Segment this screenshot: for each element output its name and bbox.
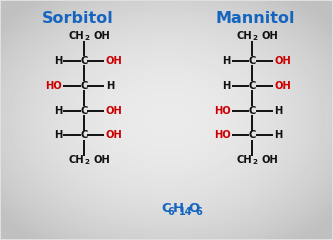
Text: H: H: [54, 56, 62, 66]
Text: 2: 2: [252, 35, 257, 41]
Text: OH: OH: [106, 130, 123, 140]
Text: 2: 2: [252, 159, 257, 165]
Text: C: C: [249, 81, 256, 91]
Text: 6: 6: [195, 207, 202, 217]
Text: 2: 2: [84, 35, 89, 41]
Text: CH: CH: [237, 31, 252, 41]
Text: HO: HO: [214, 130, 230, 140]
Text: H: H: [274, 106, 282, 115]
Text: OH: OH: [274, 56, 291, 66]
Text: OH: OH: [262, 155, 278, 165]
Text: H: H: [54, 106, 62, 115]
Text: OH: OH: [106, 106, 123, 115]
Text: CH: CH: [68, 155, 84, 165]
Text: H: H: [106, 81, 114, 91]
Text: HO: HO: [214, 106, 230, 115]
Text: OH: OH: [262, 31, 278, 41]
Text: CH: CH: [237, 155, 252, 165]
Text: OH: OH: [106, 56, 123, 66]
Text: C: C: [80, 130, 88, 140]
Text: C: C: [249, 130, 256, 140]
Text: Sorbitol: Sorbitol: [42, 11, 113, 26]
Text: HO: HO: [45, 81, 62, 91]
Text: 2: 2: [84, 159, 89, 165]
Text: Mannitol: Mannitol: [216, 11, 295, 26]
Text: H: H: [222, 81, 230, 91]
Text: H: H: [172, 203, 183, 216]
Text: C: C: [249, 106, 256, 115]
Text: OH: OH: [274, 81, 291, 91]
Text: H: H: [274, 130, 282, 140]
Text: C: C: [80, 106, 88, 115]
Text: C: C: [249, 56, 256, 66]
Text: O: O: [188, 203, 200, 216]
Text: H: H: [222, 56, 230, 66]
Text: 6: 6: [167, 207, 174, 217]
Text: 14: 14: [179, 207, 192, 217]
Text: OH: OH: [93, 31, 110, 41]
Text: C: C: [80, 56, 88, 66]
Text: CH: CH: [68, 31, 84, 41]
Text: OH: OH: [93, 155, 110, 165]
Text: C: C: [162, 203, 171, 216]
Text: H: H: [54, 130, 62, 140]
Text: C: C: [80, 81, 88, 91]
